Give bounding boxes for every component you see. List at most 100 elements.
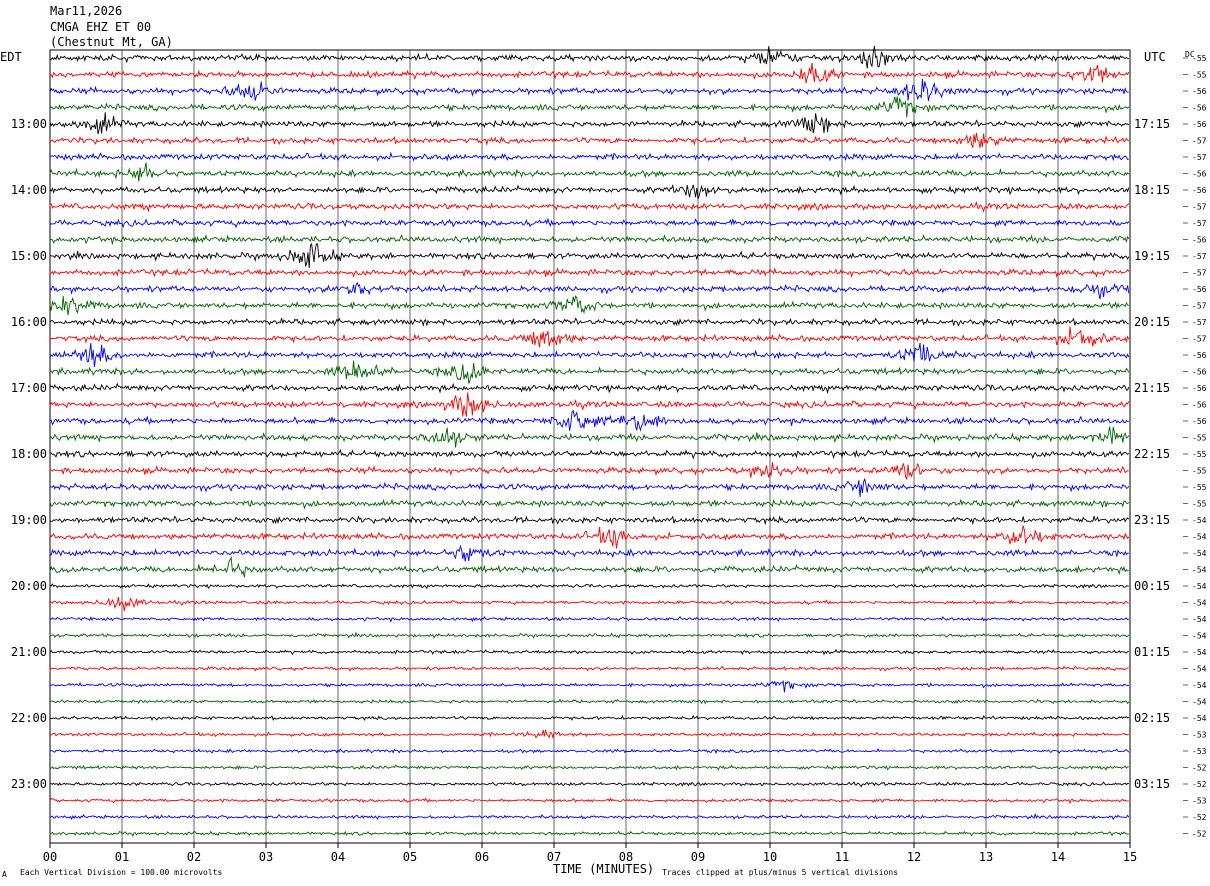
x-tick-label: 10: [763, 850, 777, 864]
edt-hour-label: 14:00: [11, 183, 47, 197]
seismic-trace: [49, 714, 1130, 722]
seismic-trace: [49, 295, 1129, 316]
utc-hour-label: 21:15: [1134, 381, 1170, 395]
dc-offset-label: -57: [1192, 318, 1207, 327]
seismic-trace: [49, 781, 1129, 788]
seismic-trace: [49, 392, 1130, 417]
dc-offset-label: -53: [1192, 747, 1207, 756]
seismic-trace: [49, 342, 1130, 368]
left-axis-label: EDT: [0, 50, 22, 64]
dc-offset-label: -56: [1192, 170, 1207, 179]
seismic-trace: [49, 462, 1129, 480]
x-tick-label: 01: [115, 850, 129, 864]
dc-offset-label: -55: [1192, 500, 1207, 509]
dc-offset-label: -57: [1192, 203, 1207, 212]
station-code: CMGA EHZ ET 00: [50, 20, 152, 34]
dc-offset-label: -56: [1192, 186, 1207, 195]
seismic-trace: [49, 648, 1129, 656]
seismic-trace: [49, 680, 1129, 693]
station-location: (Chestnut Mt, GA): [50, 35, 173, 49]
dc-offset-label: -54: [1192, 599, 1207, 608]
edt-hour-label: 17:00: [11, 381, 47, 395]
dc-offset-label: -55: [1192, 450, 1207, 459]
dc-offset-label: -54: [1192, 566, 1207, 575]
dc-offset-label: -55: [1192, 54, 1207, 63]
x-tick-label: 13: [979, 850, 993, 864]
seismic-trace: [49, 112, 1130, 135]
edt-hour-label: 20:00: [11, 579, 47, 593]
seismic-trace: [49, 266, 1130, 279]
seismic-trace: [49, 515, 1130, 526]
seismic-trace: [49, 242, 1130, 269]
seismic-trace: [49, 764, 1129, 771]
seismic-traces: [49, 45, 1130, 837]
dc-offset-label: -54: [1192, 714, 1207, 723]
axis-labels: EDT UTC DC TIME (MINUTES) 00 01 02 03 04 05 06…: [0, 50, 1207, 876]
x-tick-label: 05: [403, 850, 417, 864]
utc-hour-label: 17:15: [1134, 117, 1170, 131]
seismic-trace: [49, 544, 1129, 562]
seismic-trace: [49, 615, 1129, 623]
x-tick-label: 12: [907, 850, 921, 864]
seismic-trace: [49, 498, 1130, 510]
x-tick-label: 04: [331, 850, 345, 864]
x-tick-label: 03: [259, 850, 273, 864]
seismic-trace: [49, 360, 1130, 384]
edt-hour-label: 22:00: [11, 711, 47, 725]
seismic-trace: [49, 382, 1130, 395]
utc-hour-label: 03:15: [1134, 777, 1170, 791]
dc-offset-label: -54: [1192, 698, 1207, 707]
seismic-trace: [49, 812, 1130, 821]
x-tick-label: 00: [43, 850, 57, 864]
seismic-trace: [49, 747, 1130, 755]
dc-offset-label: -57: [1192, 153, 1207, 162]
x-tick-label: 14: [1051, 850, 1065, 864]
edt-hour-label: 13:00: [11, 117, 47, 131]
utc-hour-label: 22:15: [1134, 447, 1170, 461]
dc-offset-label: -56: [1192, 417, 1207, 426]
scale-note: Each Vertical Division = 100.00 microvol…: [20, 868, 223, 877]
edt-hour-label: 19:00: [11, 513, 47, 527]
dc-offset-label: -52: [1192, 813, 1207, 822]
dc-offset-label: -55: [1192, 483, 1207, 492]
dc-offset-label: -54: [1192, 665, 1207, 674]
dc-offset-label: -52: [1192, 764, 1207, 773]
dc-offset-label: -53: [1192, 731, 1207, 740]
seismic-trace: [49, 62, 1130, 84]
right-axis-label: UTC: [1144, 50, 1166, 64]
seismic-trace: [49, 665, 1129, 673]
dc-offset-label: -54: [1192, 681, 1207, 690]
x-tick-label: 02: [187, 850, 201, 864]
x-tick-label: 06: [475, 850, 489, 864]
dc-offset-label: -54: [1192, 632, 1207, 641]
dc-offset-label: -56: [1192, 401, 1207, 410]
utc-hour-label: 01:15: [1134, 645, 1170, 659]
edt-hour-label: 18:00: [11, 447, 47, 461]
seismic-trace: [49, 281, 1130, 300]
edt-hour-label: 15:00: [11, 249, 47, 263]
seismic-trace: [49, 96, 1130, 118]
dc-offset-label: -57: [1192, 252, 1207, 261]
seismic-trace: [49, 596, 1129, 612]
grid-lines: [49, 50, 1131, 848]
dc-offset-label: -54: [1192, 516, 1207, 525]
utc-hour-label: 19:15: [1134, 249, 1170, 263]
utc-hour-label: 00:15: [1134, 579, 1170, 593]
x-tick-label: 11: [835, 850, 849, 864]
seismic-trace: [49, 426, 1130, 448]
edt-hour-label: 23:00: [11, 777, 47, 791]
plot-frame: [49, 49, 1131, 844]
seismic-trace: [49, 45, 1130, 69]
seismic-trace: [49, 132, 1129, 148]
x-tick-label: 15: [1123, 850, 1137, 864]
dc-offset-label: -56: [1192, 368, 1207, 377]
seismic-trace: [49, 217, 1130, 229]
dc-offset-label: -54: [1192, 533, 1207, 542]
dc-label: DC: [1185, 50, 1195, 59]
dc-offset-label: -56: [1192, 120, 1207, 129]
x-tick-label: 07: [547, 850, 561, 864]
seismic-trace: [49, 184, 1130, 200]
dc-offset-label: -57: [1192, 269, 1207, 278]
seismic-trace: [49, 162, 1130, 182]
dc-offset-label: -56: [1192, 384, 1207, 393]
